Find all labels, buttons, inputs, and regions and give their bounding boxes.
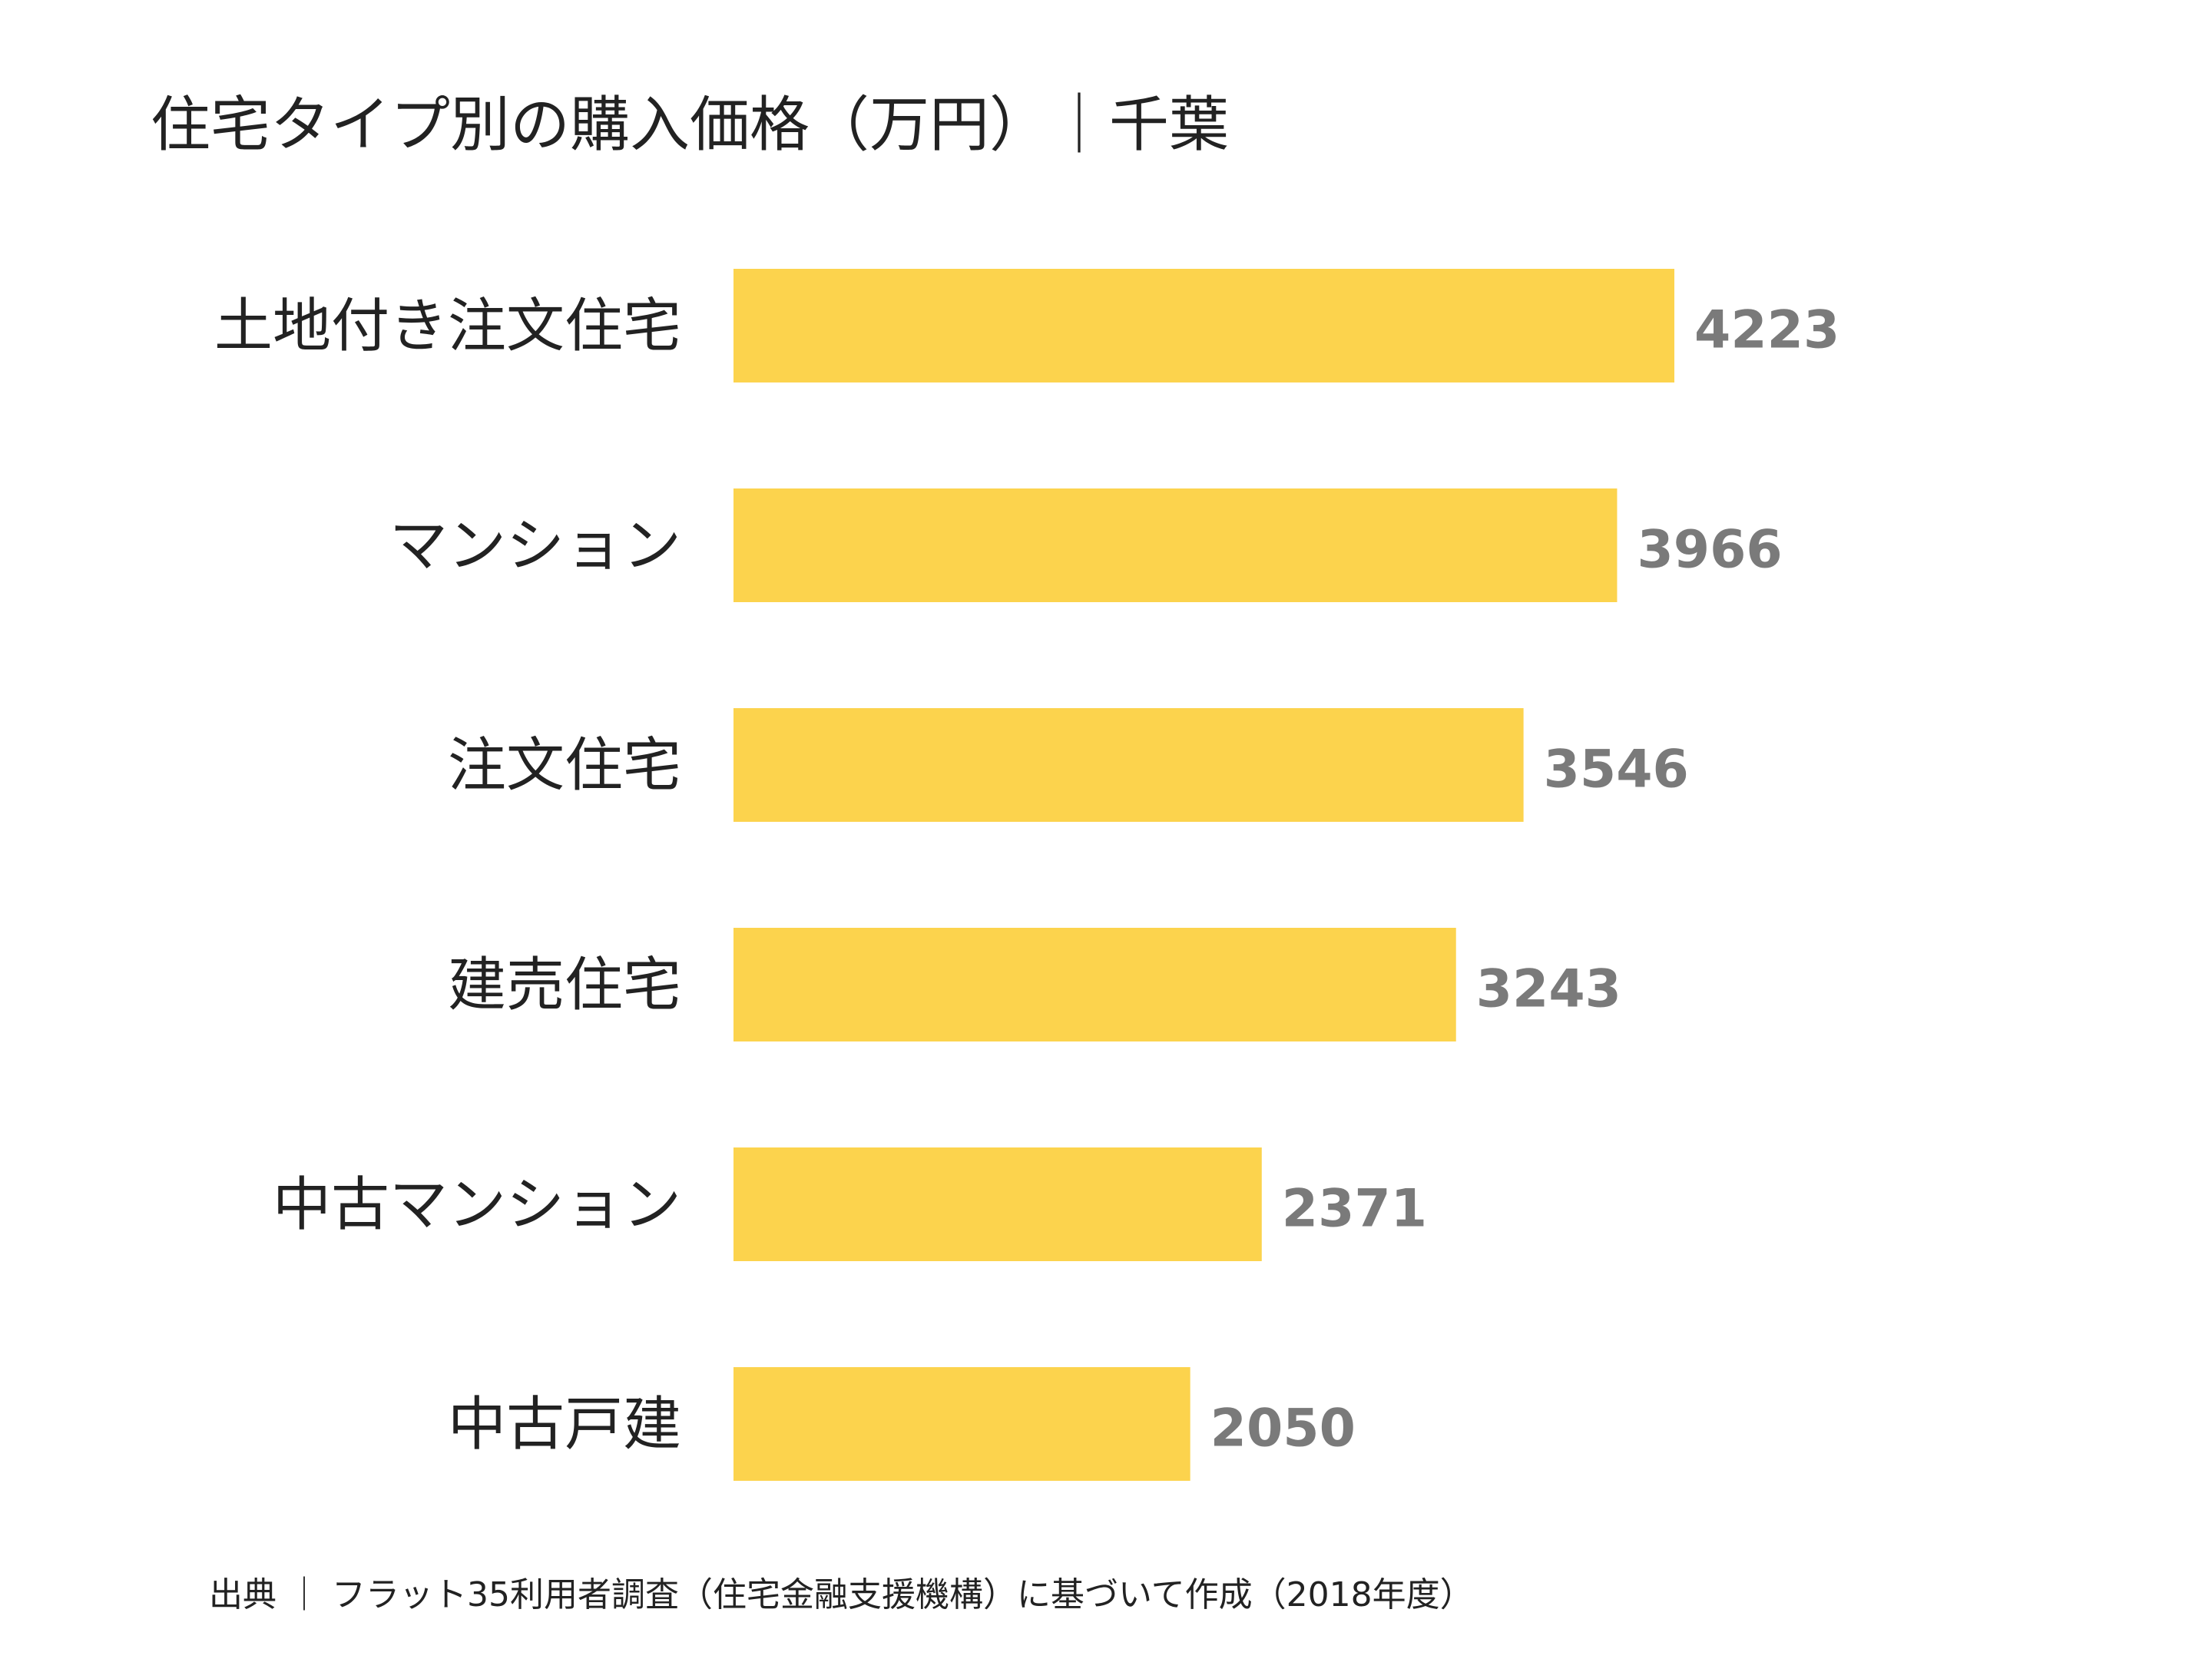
data-label: 3243 <box>1476 959 1621 1020</box>
category-label: 中古戸建 <box>448 1390 681 1459</box>
bar <box>733 269 1674 382</box>
data-label: 3966 <box>1637 520 1782 581</box>
category-label: マンション <box>389 512 681 580</box>
category-label: 注文住宅 <box>448 731 681 800</box>
data-label: 4223 <box>1694 300 1839 361</box>
source-note: 出典 ｜ フラット35利用者調査（住宅金融支援機構）に基づいて作成（2018年度… <box>209 1575 1474 1614</box>
bar <box>733 1147 1262 1261</box>
data-label: 2371 <box>1282 1179 1427 1240</box>
bar <box>733 928 1456 1041</box>
bar <box>733 488 1618 602</box>
bar <box>733 708 1524 822</box>
data-label: 3546 <box>1544 740 1689 800</box>
chart-title: 住宅タイプ別の購入価格（万円）｜千葉 <box>151 91 1230 160</box>
category-label: 土地付き注文住宅 <box>214 292 681 360</box>
category-label: 中古マンション <box>273 1171 681 1239</box>
data-label: 2050 <box>1210 1399 1356 1459</box>
category-label: 建売住宅 <box>448 951 681 1019</box>
bar <box>733 1367 1190 1481</box>
